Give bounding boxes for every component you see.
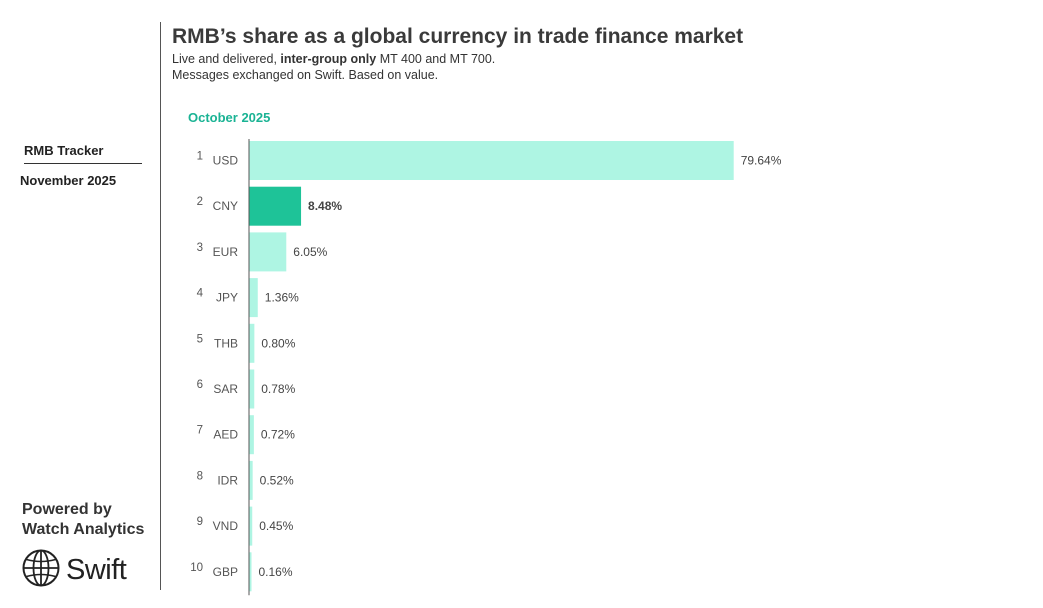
bar-cny <box>249 186 302 226</box>
rank-label: 8 <box>197 470 203 482</box>
bar-eur <box>249 232 287 272</box>
bar-idr <box>249 460 253 500</box>
category-label: USD <box>213 154 239 168</box>
bar-jpy <box>249 278 258 318</box>
powered-by: Powered by Watch Analytics <box>22 500 144 540</box>
swift-logo: Swift <box>22 549 127 592</box>
category-label: CNY <box>213 199 238 213</box>
category-label: THB <box>214 336 238 350</box>
rank-label: 10 <box>190 562 203 574</box>
category-label: AED <box>213 428 238 442</box>
bar-thb <box>249 323 255 363</box>
category-label: GBP <box>213 565 238 579</box>
value-label: 0.72% <box>261 428 295 442</box>
rank-label: 9 <box>197 516 203 528</box>
rank-label: 1 <box>197 151 203 163</box>
rank-label: 5 <box>197 333 203 345</box>
bar-aed <box>249 415 254 455</box>
bar-usd <box>249 141 734 180</box>
value-label: 0.45% <box>259 519 293 533</box>
rank-label: 4 <box>197 288 204 300</box>
powered-line-1: Powered by <box>22 501 112 518</box>
logo-text: Swift <box>66 553 127 586</box>
period-label: October 2025 <box>188 110 271 125</box>
category-label: IDR <box>217 473 238 487</box>
category-label: EUR <box>213 245 239 259</box>
category-label: JPY <box>216 291 238 305</box>
globe-icon <box>22 549 60 592</box>
subtitle-prefix: Live and delivered, <box>172 52 281 66</box>
value-label: 0.80% <box>261 336 295 350</box>
category-label: VND <box>213 519 239 533</box>
value-label: 8.48% <box>308 199 342 213</box>
value-label: 6.05% <box>293 245 327 259</box>
tracker-date: November 2025 <box>20 173 117 188</box>
subtitle-suffix: MT 400 and MT 700. <box>376 52 496 66</box>
value-label: 0.78% <box>261 382 295 396</box>
bar-gbp <box>249 552 252 592</box>
subtitle-bold: inter-group only <box>280 52 377 66</box>
rank-label: 3 <box>197 242 203 254</box>
subtitle-line-1: Live and delivered, inter-group only MT … <box>172 51 495 67</box>
powered-line-2: Watch Analytics <box>22 521 145 538</box>
chart-subtitle: Live and delivered, inter-group only MT … <box>172 51 495 83</box>
chart-title: RMB’s share as a global currency in trad… <box>172 25 744 48</box>
category-label: SAR <box>213 382 238 396</box>
bar-vnd <box>249 506 253 546</box>
value-label: 0.16% <box>259 565 293 579</box>
value-label: 79.64% <box>741 154 782 168</box>
value-label: 0.52% <box>260 473 294 487</box>
value-label: 1.36% <box>265 291 299 305</box>
subtitle-line-2: Messages exchanged on Swift. Based on va… <box>172 68 439 82</box>
rank-label: 6 <box>197 379 203 391</box>
rank-label: 2 <box>197 196 203 208</box>
tracker-label: RMB Tracker <box>24 143 142 164</box>
bar-sar <box>249 369 255 409</box>
rank-label: 7 <box>197 425 203 437</box>
divider-line <box>160 22 161 590</box>
